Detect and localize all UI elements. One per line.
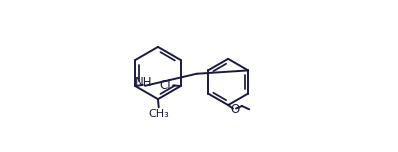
Text: NH: NH bbox=[135, 76, 152, 89]
Text: CH₃: CH₃ bbox=[148, 109, 169, 119]
Text: O: O bbox=[230, 103, 240, 116]
Text: Cl: Cl bbox=[160, 79, 171, 92]
